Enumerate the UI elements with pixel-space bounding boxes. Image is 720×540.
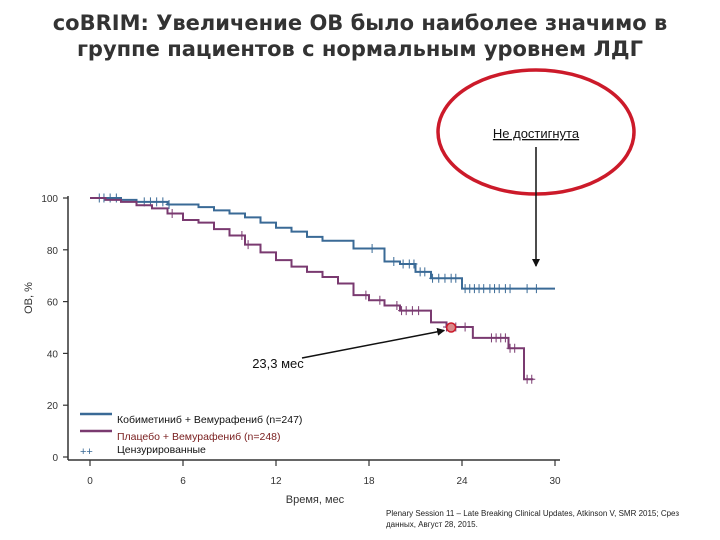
censor-mark [441,273,449,283]
legend-censor-symbol: ++ [80,446,93,458]
censor-mark [362,290,370,300]
censor-mark [112,193,120,203]
y-tick-label: 0 [52,453,58,464]
censor-mark [238,231,246,241]
censor-mark [165,199,173,209]
citation-footer: Plenary Session 11 – Late Breaking Clini… [386,508,716,530]
censor-mark [168,209,176,219]
y-axis-label: ОВ, % [23,282,35,314]
y-tick-label: 100 [41,194,58,205]
censor-mark [421,267,429,277]
censor-mark [461,322,469,332]
censor-mark [159,197,167,207]
legend-label-censor: Цензурированные [117,444,206,456]
censor-mark [523,284,531,294]
title-line-1: coBRIM: Увеличение ОВ было наиболее знач… [52,11,668,35]
legend-label-blue: Кобиметиниб + Вемурафениб (n=247) [117,414,302,426]
y-ticks: 0 20 40 60 80 100 [41,194,68,464]
censor-mark [410,259,418,269]
y-tick-label: 20 [47,401,59,412]
x-tick-label: 24 [456,476,468,487]
citation-line-2: данных, Август 28, 2015. [386,520,478,529]
page-title: coBRIM: Увеличение ОВ было наиболее знач… [0,10,720,62]
censor-mark [244,240,252,250]
x-tick-label: 18 [363,476,375,487]
censor-mark [528,374,536,384]
censor-mark [153,197,161,207]
censor-mark [506,284,514,294]
not-reached-label: Не достигнута [493,126,580,141]
legend: Кобиметиниб + Вемурафениб (n=247) Плацеб… [80,412,302,458]
censor-mark [393,300,401,310]
median-marker [445,322,457,333]
series-group [90,193,555,384]
axes [67,196,560,461]
censor-mark [501,333,509,343]
series-line-1 [90,197,534,381]
y-tick-label: 60 [47,298,59,309]
censor-mark [532,284,540,294]
citation-line-1: Plenary Session 11 – Late Breaking Clini… [386,509,679,518]
censor-mark [390,256,398,266]
censor-mark [368,244,376,254]
median-arrow [301,327,446,359]
x-ticks: 0 6 12 18 24 30 [87,460,561,487]
series-line-0 [90,197,555,290]
censor-mark [452,273,460,283]
x-tick-label: 0 [87,476,93,487]
median-label: 23,3 мес [252,356,304,371]
censor-mark [415,306,423,316]
legend-label-purple: Плацебо + Вемурафениб (n=248) [117,431,281,443]
censor-mark [376,295,384,305]
x-tick-label: 12 [270,476,282,487]
title-line-2: группе пациентов с нормальным уровнем ЛД… [76,37,644,61]
censor-mark [106,193,114,203]
censor-mark [408,306,416,316]
x-axis-label: Время, мес [286,494,345,506]
x-tick-label: 6 [180,476,186,487]
censor-mark [480,284,488,294]
censor-mark [435,273,443,283]
censor-mark [511,343,519,353]
x-tick-label: 30 [549,476,561,487]
censor-mark [429,273,437,283]
censor-mark [399,259,407,269]
y-tick-label: 80 [47,246,59,257]
censor-mark [402,306,410,316]
censor-mark [495,284,503,294]
median-callout: 23,3 мес [252,322,457,371]
y-tick-label: 40 [47,349,59,360]
